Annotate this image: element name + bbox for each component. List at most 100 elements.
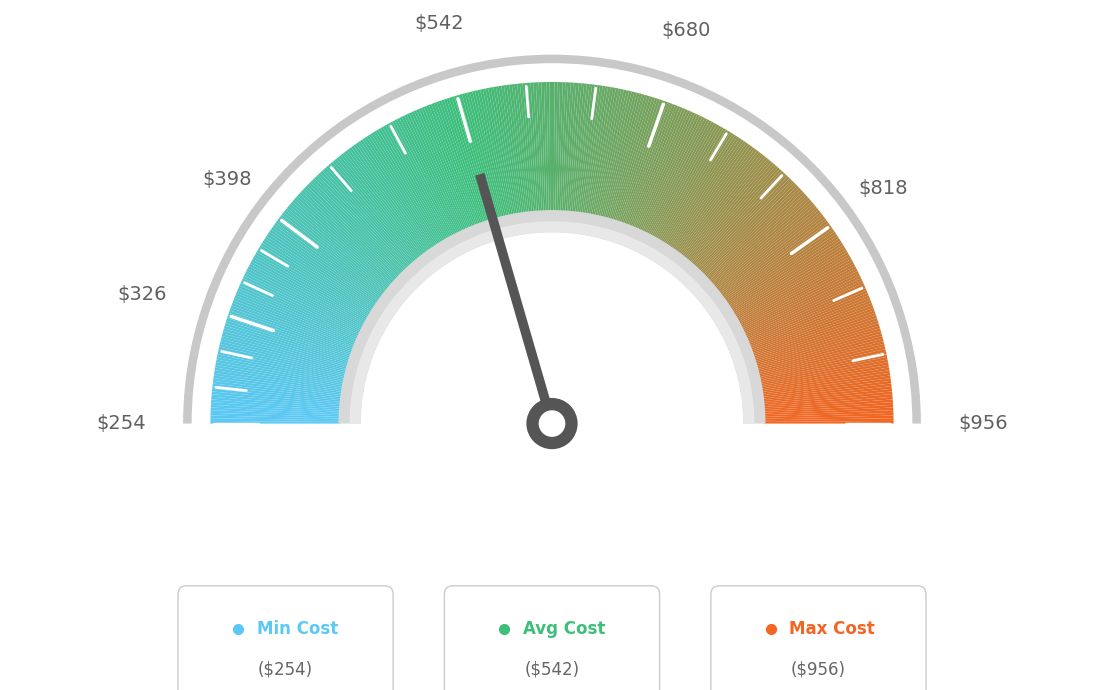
Wedge shape bbox=[590, 88, 616, 215]
Wedge shape bbox=[233, 298, 355, 347]
Wedge shape bbox=[520, 83, 533, 213]
Wedge shape bbox=[693, 169, 782, 267]
Wedge shape bbox=[703, 184, 797, 276]
Wedge shape bbox=[211, 413, 340, 419]
Wedge shape bbox=[364, 137, 437, 246]
Wedge shape bbox=[760, 354, 887, 382]
Wedge shape bbox=[726, 229, 835, 304]
Wedge shape bbox=[749, 295, 870, 346]
Wedge shape bbox=[224, 326, 349, 364]
Wedge shape bbox=[701, 180, 794, 274]
Wedge shape bbox=[262, 241, 373, 311]
Wedge shape bbox=[488, 88, 514, 215]
Wedge shape bbox=[722, 221, 828, 299]
Wedge shape bbox=[673, 144, 751, 251]
Wedge shape bbox=[531, 83, 540, 213]
Wedge shape bbox=[225, 321, 350, 362]
Wedge shape bbox=[322, 169, 411, 267]
Wedge shape bbox=[499, 86, 520, 215]
Wedge shape bbox=[736, 255, 850, 320]
Text: $956: $956 bbox=[958, 414, 1008, 433]
Wedge shape bbox=[394, 119, 456, 235]
Wedge shape bbox=[714, 204, 815, 288]
Wedge shape bbox=[764, 418, 893, 422]
Wedge shape bbox=[353, 144, 431, 251]
Wedge shape bbox=[760, 352, 887, 381]
Wedge shape bbox=[211, 405, 340, 413]
Wedge shape bbox=[225, 323, 350, 363]
Wedge shape bbox=[234, 295, 355, 346]
Wedge shape bbox=[318, 172, 408, 269]
Wedge shape bbox=[358, 141, 433, 249]
Wedge shape bbox=[698, 177, 789, 271]
Wedge shape bbox=[715, 206, 817, 290]
Wedge shape bbox=[565, 83, 576, 213]
Wedge shape bbox=[512, 84, 529, 213]
Circle shape bbox=[527, 398, 577, 449]
Wedge shape bbox=[740, 266, 857, 328]
Wedge shape bbox=[424, 106, 474, 227]
FancyBboxPatch shape bbox=[711, 586, 926, 690]
Wedge shape bbox=[469, 91, 502, 218]
Wedge shape bbox=[763, 400, 893, 411]
Wedge shape bbox=[756, 333, 882, 369]
Wedge shape bbox=[572, 83, 587, 213]
Wedge shape bbox=[496, 86, 519, 215]
Wedge shape bbox=[434, 102, 480, 225]
Wedge shape bbox=[236, 290, 357, 342]
Wedge shape bbox=[248, 264, 364, 326]
Wedge shape bbox=[670, 139, 744, 248]
Wedge shape bbox=[397, 118, 457, 235]
Wedge shape bbox=[631, 107, 682, 228]
Wedge shape bbox=[404, 115, 461, 233]
Wedge shape bbox=[330, 162, 416, 262]
Wedge shape bbox=[581, 85, 601, 214]
Wedge shape bbox=[226, 318, 351, 359]
Wedge shape bbox=[736, 257, 851, 322]
Wedge shape bbox=[612, 95, 650, 221]
Wedge shape bbox=[578, 85, 597, 214]
Wedge shape bbox=[702, 182, 795, 275]
Wedge shape bbox=[310, 180, 403, 274]
Wedge shape bbox=[428, 104, 477, 226]
Wedge shape bbox=[758, 344, 884, 376]
Wedge shape bbox=[733, 248, 846, 316]
Wedge shape bbox=[301, 190, 397, 280]
Wedge shape bbox=[408, 112, 465, 231]
Wedge shape bbox=[676, 146, 753, 253]
Wedge shape bbox=[609, 95, 647, 220]
Wedge shape bbox=[461, 93, 498, 219]
Wedge shape bbox=[253, 257, 368, 322]
Wedge shape bbox=[761, 368, 890, 391]
Wedge shape bbox=[694, 171, 784, 268]
Wedge shape bbox=[569, 83, 582, 213]
Wedge shape bbox=[724, 225, 831, 302]
Wedge shape bbox=[555, 82, 560, 212]
Wedge shape bbox=[254, 255, 368, 320]
Wedge shape bbox=[761, 370, 890, 392]
Wedge shape bbox=[533, 82, 542, 212]
Wedge shape bbox=[665, 134, 735, 245]
Wedge shape bbox=[442, 99, 485, 223]
Wedge shape bbox=[598, 90, 629, 217]
Wedge shape bbox=[720, 217, 825, 297]
Wedge shape bbox=[627, 104, 676, 226]
Wedge shape bbox=[729, 236, 839, 308]
Wedge shape bbox=[690, 164, 776, 264]
Wedge shape bbox=[756, 331, 881, 368]
Wedge shape bbox=[486, 88, 512, 216]
Wedge shape bbox=[558, 82, 563, 212]
Wedge shape bbox=[761, 365, 889, 388]
Wedge shape bbox=[661, 131, 731, 243]
Wedge shape bbox=[298, 194, 395, 282]
Text: $542: $542 bbox=[414, 14, 464, 33]
Wedge shape bbox=[617, 99, 660, 223]
Wedge shape bbox=[677, 147, 755, 253]
Wedge shape bbox=[367, 135, 438, 246]
Wedge shape bbox=[758, 346, 885, 377]
Wedge shape bbox=[350, 221, 754, 424]
Wedge shape bbox=[385, 124, 450, 239]
Wedge shape bbox=[400, 117, 459, 234]
Wedge shape bbox=[227, 315, 351, 358]
Wedge shape bbox=[623, 101, 668, 224]
